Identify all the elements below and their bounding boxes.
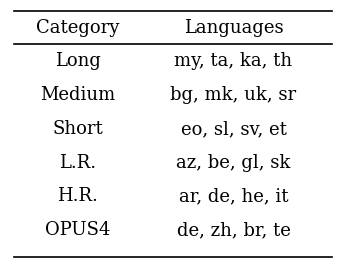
Text: Category: Category	[36, 18, 119, 37]
Text: Long: Long	[55, 52, 101, 70]
Text: ar, de, he, it: ar, de, he, it	[179, 188, 288, 206]
Text: eo, sl, sv, et: eo, sl, sv, et	[181, 120, 286, 138]
Text: Medium: Medium	[40, 86, 116, 104]
Text: H.R.: H.R.	[57, 188, 98, 206]
Text: az, be, gl, sk: az, be, gl, sk	[176, 154, 291, 172]
Text: OPUS4: OPUS4	[45, 221, 110, 239]
Text: de, zh, br, te: de, zh, br, te	[176, 221, 290, 239]
Text: L.R.: L.R.	[59, 154, 96, 172]
Text: Languages: Languages	[184, 18, 283, 37]
Text: Short: Short	[52, 120, 103, 138]
Text: my, ta, ka, th: my, ta, ka, th	[174, 52, 293, 70]
Text: bg, mk, uk, sr: bg, mk, uk, sr	[171, 86, 297, 104]
